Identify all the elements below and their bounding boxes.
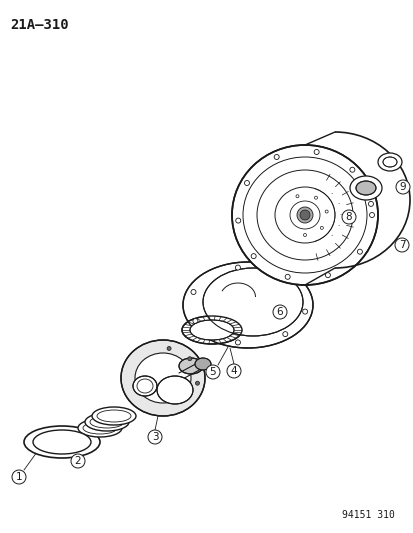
Circle shape bbox=[282, 273, 287, 278]
Ellipse shape bbox=[24, 426, 100, 458]
Circle shape bbox=[296, 207, 312, 223]
Ellipse shape bbox=[78, 419, 122, 437]
Circle shape bbox=[167, 346, 171, 351]
Circle shape bbox=[235, 265, 240, 270]
Text: ·: · bbox=[330, 232, 332, 239]
Circle shape bbox=[356, 249, 361, 254]
Ellipse shape bbox=[349, 176, 381, 200]
Circle shape bbox=[299, 210, 309, 220]
Ellipse shape bbox=[92, 407, 136, 425]
Ellipse shape bbox=[182, 316, 242, 344]
Circle shape bbox=[325, 273, 330, 278]
Circle shape bbox=[12, 470, 26, 484]
Circle shape bbox=[302, 309, 307, 314]
Text: ·: · bbox=[330, 191, 332, 197]
Circle shape bbox=[313, 149, 318, 155]
Text: 2: 2 bbox=[74, 456, 81, 466]
Circle shape bbox=[272, 305, 286, 319]
Ellipse shape bbox=[83, 422, 117, 434]
Circle shape bbox=[226, 364, 240, 378]
Ellipse shape bbox=[178, 358, 202, 374]
Ellipse shape bbox=[33, 430, 91, 454]
Text: 3: 3 bbox=[151, 432, 158, 442]
Circle shape bbox=[285, 274, 290, 279]
Ellipse shape bbox=[195, 358, 211, 370]
Text: 5: 5 bbox=[209, 367, 216, 377]
Circle shape bbox=[295, 195, 298, 198]
Circle shape bbox=[251, 254, 256, 259]
Ellipse shape bbox=[190, 320, 233, 340]
Text: 4: 4 bbox=[230, 366, 237, 376]
Ellipse shape bbox=[259, 132, 409, 268]
Circle shape bbox=[190, 289, 195, 295]
Ellipse shape bbox=[377, 153, 401, 171]
Circle shape bbox=[188, 357, 191, 361]
Ellipse shape bbox=[97, 410, 131, 422]
Circle shape bbox=[368, 201, 373, 206]
Circle shape bbox=[195, 381, 199, 385]
Text: 1: 1 bbox=[16, 472, 22, 482]
Circle shape bbox=[282, 332, 287, 337]
Text: 8: 8 bbox=[345, 212, 351, 222]
Ellipse shape bbox=[135, 353, 190, 403]
Circle shape bbox=[394, 238, 408, 252]
Text: 21A–310: 21A–310 bbox=[10, 18, 69, 32]
Circle shape bbox=[192, 319, 197, 324]
Ellipse shape bbox=[133, 376, 157, 396]
Circle shape bbox=[244, 181, 249, 185]
Text: ·: · bbox=[336, 201, 338, 207]
Text: 6: 6 bbox=[276, 307, 282, 317]
Circle shape bbox=[324, 210, 328, 213]
Ellipse shape bbox=[137, 379, 153, 393]
Text: ·: · bbox=[336, 223, 338, 229]
Ellipse shape bbox=[231, 145, 377, 285]
Ellipse shape bbox=[157, 376, 192, 404]
Circle shape bbox=[71, 454, 85, 468]
Circle shape bbox=[369, 213, 374, 217]
Circle shape bbox=[147, 430, 161, 444]
Ellipse shape bbox=[202, 268, 302, 336]
Text: 9: 9 bbox=[399, 182, 405, 192]
Ellipse shape bbox=[183, 262, 312, 348]
Circle shape bbox=[235, 218, 240, 223]
Ellipse shape bbox=[85, 413, 129, 431]
Text: 7: 7 bbox=[398, 240, 404, 250]
Circle shape bbox=[206, 365, 219, 379]
Circle shape bbox=[349, 167, 354, 172]
Circle shape bbox=[303, 233, 306, 237]
Ellipse shape bbox=[355, 181, 375, 195]
Text: ·: · bbox=[338, 212, 340, 218]
Circle shape bbox=[235, 340, 240, 345]
Circle shape bbox=[273, 155, 278, 159]
Ellipse shape bbox=[121, 340, 204, 416]
Circle shape bbox=[341, 210, 355, 224]
Circle shape bbox=[395, 180, 409, 194]
Text: 94151 310: 94151 310 bbox=[341, 510, 394, 520]
Ellipse shape bbox=[90, 416, 124, 428]
Circle shape bbox=[320, 227, 323, 229]
Circle shape bbox=[314, 196, 317, 199]
Ellipse shape bbox=[382, 157, 396, 167]
